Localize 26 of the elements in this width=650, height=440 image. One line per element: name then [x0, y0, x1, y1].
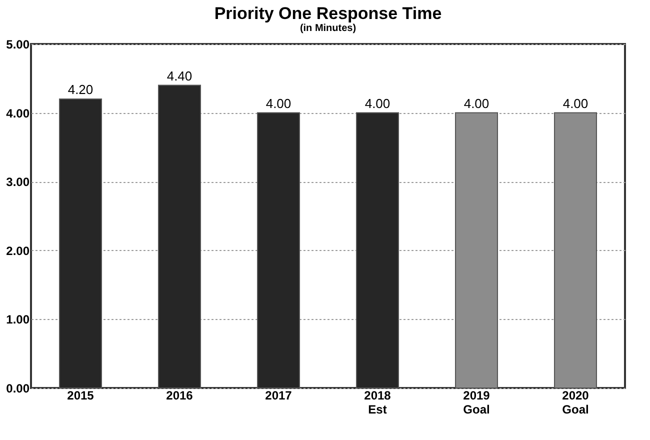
data-label: 4.20	[68, 82, 94, 98]
chart-subtitle: (in Minutes)	[300, 23, 356, 34]
bar	[455, 112, 498, 388]
y-tick-label: 5.00	[6, 38, 30, 52]
x-tick-label: 2016	[166, 388, 194, 402]
bar	[158, 84, 201, 388]
x-tick-label: 2019 Goal	[463, 388, 490, 416]
x-tick-label: 2015	[67, 388, 94, 402]
bar	[257, 112, 300, 388]
y-tick-label: 4.00	[6, 106, 30, 120]
x-tick-label: 2020 Goal	[562, 388, 590, 416]
bar	[554, 112, 597, 388]
y-tick-label: 1.00	[6, 312, 30, 327]
data-label: 4.00	[562, 96, 588, 111]
y-tick-label: 2.00	[6, 244, 30, 258]
data-label: 4.40	[166, 68, 192, 84]
chart-title: Priority One Response Time	[214, 4, 442, 23]
y-tick-label: 3.00	[6, 175, 30, 190]
x-tick-label: 2017	[265, 388, 292, 402]
bar	[59, 98, 102, 388]
data-label: 4.00	[266, 96, 292, 111]
y-tick-label: 0.00	[6, 382, 30, 396]
data-label: 4.00	[464, 96, 490, 111]
data-label: 4.00	[364, 96, 390, 111]
x-tick-label: 2018 Est	[364, 388, 392, 416]
bar	[356, 112, 399, 388]
